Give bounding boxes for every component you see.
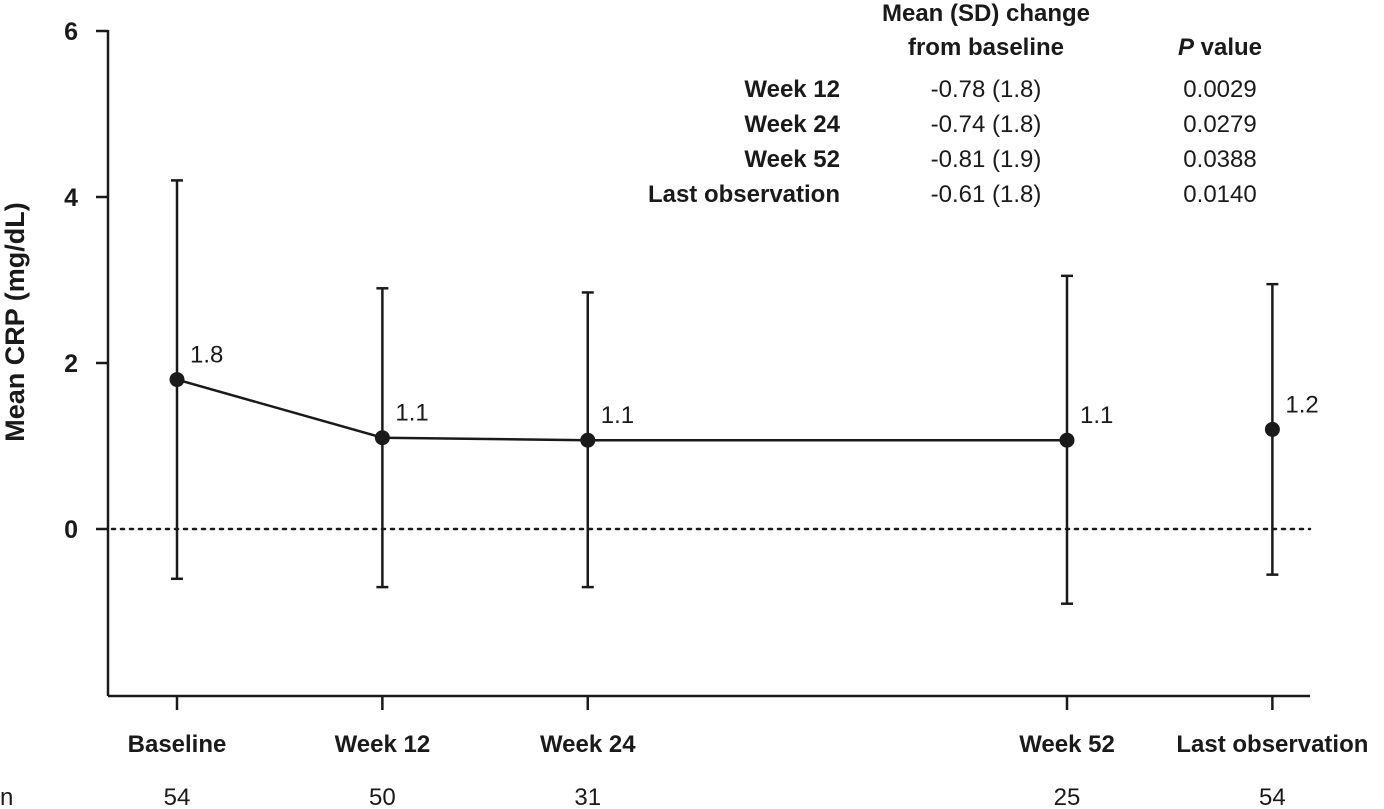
table-header-change-line2: from baseline	[908, 34, 1064, 61]
table-header-change-line1: Mean (SD) change	[882, 0, 1090, 27]
table-row-p: 0.0140	[1183, 181, 1256, 208]
axes: 0 2 4 6	[64, 18, 1310, 710]
p-italic: P	[1178, 34, 1195, 61]
value-label: 1.1	[601, 402, 634, 429]
x-tick-label: Week 52	[1019, 731, 1115, 758]
n-value: 54	[164, 784, 191, 809]
data-point	[374, 430, 390, 446]
n-value: 50	[369, 784, 396, 809]
table-header-p-value: P value	[1178, 34, 1262, 61]
x-tick-label: Last observation	[1176, 731, 1368, 758]
value-label: 1.1	[1080, 402, 1113, 429]
data-point	[1264, 421, 1280, 437]
table-row-p: 0.0029	[1183, 76, 1256, 103]
data-point	[580, 432, 596, 448]
y-axis-label: Mean CRP (mg/dL)	[0, 202, 30, 442]
table-row-label: Last observation	[648, 181, 840, 208]
table-row-change: -0.61 (1.8)	[931, 181, 1042, 208]
y-tick-label: 6	[64, 18, 78, 46]
p-rest: value	[1194, 34, 1262, 61]
x-tick-label: Week 24	[540, 731, 636, 758]
mean-series	[169, 372, 1280, 448]
y-tick-label: 4	[64, 184, 78, 212]
table-row-label: Week 12	[744, 76, 840, 103]
table-row-change: -0.78 (1.8)	[931, 76, 1042, 103]
table-row-label: Week 24	[744, 111, 840, 138]
table-row-label: Week 52	[744, 146, 840, 173]
value-label: 1.8	[190, 342, 223, 369]
n-row: n 54 50 31 25 54	[0, 784, 1286, 809]
y-tick-label: 2	[64, 350, 78, 378]
value-labels: 1.8 1.1 1.1 1.1 1.2	[190, 342, 1319, 430]
n-value: 54	[1259, 784, 1286, 809]
table-row-p: 0.0279	[1183, 111, 1256, 138]
n-value: 31	[574, 784, 601, 809]
table-row-change: -0.81 (1.9)	[931, 146, 1042, 173]
value-label: 1.2	[1285, 391, 1318, 418]
n-value: 25	[1054, 784, 1081, 809]
x-tick-labels: Baseline Week 12 Week 24 Week 52 Last observ…	[128, 731, 1369, 758]
change-table: Mean (SD) change from baseline P value W…	[648, 0, 1262, 208]
table-row-p: 0.0388	[1183, 146, 1256, 173]
data-point	[169, 372, 185, 388]
n-row-label: n	[0, 784, 13, 809]
error-bars	[171, 179, 1279, 605]
x-tick-label: Week 12	[335, 731, 431, 758]
table-row-change: -0.74 (1.8)	[931, 111, 1042, 138]
series-line	[176, 378, 1067, 442]
data-point	[1059, 432, 1075, 448]
value-label: 1.1	[395, 400, 428, 427]
x-tick-label: Baseline	[128, 731, 227, 758]
y-tick-label: 0	[64, 516, 78, 544]
